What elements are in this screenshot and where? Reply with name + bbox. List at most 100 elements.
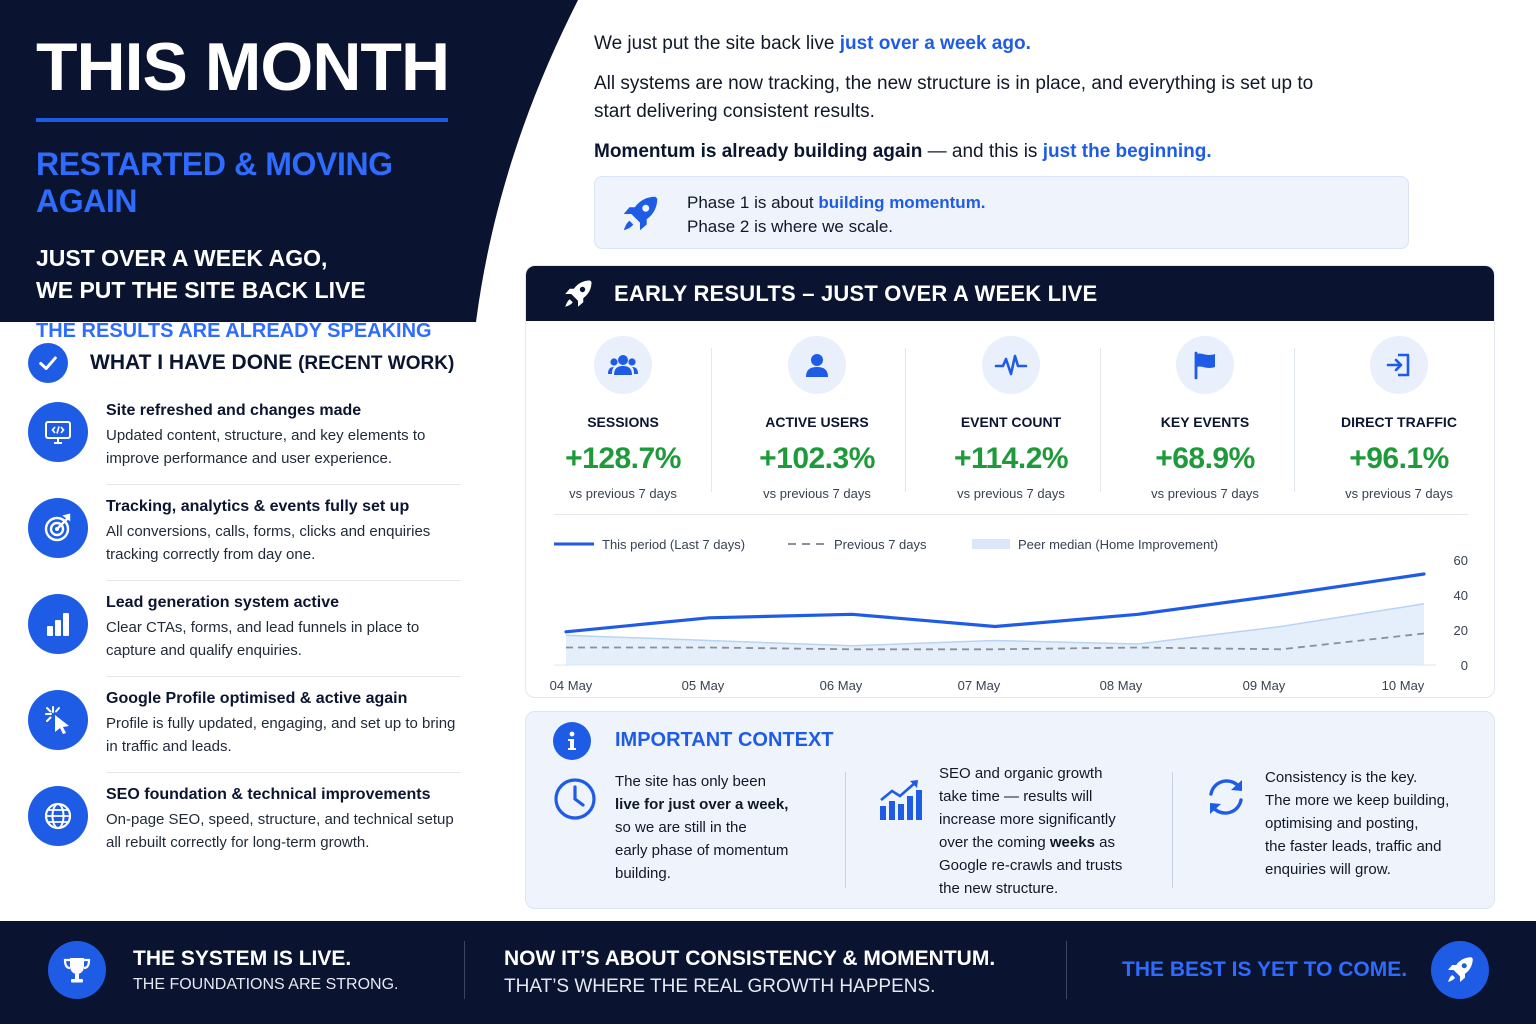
flag-icon [1176,336,1234,394]
user-icon [788,336,846,394]
context-title: IMPORTANT CONTEXT [615,729,834,751]
x-tick-label: 06 May [820,678,863,693]
hero-tagline: THE RESULTS ARE ALREADY SPEAKING [36,320,432,342]
divider [554,514,1468,515]
legend-label: Peer median (Home Improvement) [1018,537,1218,552]
work-item: SEO foundation & technical improvements … [28,786,460,882]
footer-mid-title: NOW IT’S ABOUT CONSISTENCY & MOMENTUM. [504,947,996,970]
results-header: EARLY RESULTS – JUST OVER A WEEK LIVE [526,266,1494,321]
x-tick-label: 07 May [958,678,1001,693]
divider [711,348,712,492]
metric-value: +68.9% [1155,442,1255,475]
intro-p3-bold: Momentum is already building again [594,141,923,162]
work-item-desc: Profile is fully updated, engaging, and … [106,715,456,755]
work-item: Tracking, analytics & events fully set u… [28,498,460,594]
phase-1-text: Phase 1 is about [687,193,819,212]
metric-value: +96.1% [1349,442,1449,475]
metric-event-count: EVENT COUNT +114.2% vs previous 7 days [914,336,1108,501]
work-item-desc: Clear CTAs, forms, and lead funnels in p… [106,619,420,659]
metric-comparison: vs previous 7 days [957,486,1065,501]
footer-right: THE BEST IS YET TO COME. [1122,958,1408,981]
work-item-desc: On-page SEO, speed, structure, and techn… [106,811,454,851]
rocket-icon [1431,941,1489,999]
metrics-row: SESSIONS +128.7% vs previous 7 days ACTI… [526,336,1494,501]
metric-label: SESSIONS [587,414,659,430]
divider [1294,348,1295,492]
work-title: WHAT I HAVE DONE (RECENT WORK) [90,351,454,375]
divider [905,348,906,492]
work-title-main: WHAT I HAVE DONE [90,351,293,374]
intro-p1-highlight: just over a week ago. [839,33,1031,54]
y-tick-label: 0 [1461,658,1468,673]
y-tick-label: 40 [1454,588,1468,603]
context-line: Consistency is the key. [1265,769,1418,786]
context-text-1: The site has only been live for just ove… [615,770,815,885]
rocket-icon [623,196,658,231]
footer-left-sub: THE FOUNDATIONS ARE STRONG. [133,976,399,993]
context-line: so we are still in the [615,819,747,836]
context-line: enquiries will grow. [1265,861,1391,878]
refresh-icon [1209,779,1243,815]
metric-value: +128.7% [565,442,681,475]
work-item-title: Google Profile optimised & active again [106,690,408,707]
work-item-title: Tracking, analytics & events fully set u… [106,498,410,515]
cursor-click-icon [28,690,88,750]
intro-p1: We just put the site back live just over… [594,30,1374,58]
legend-label: Previous 7 days [834,537,927,552]
series-line [564,572,1426,634]
growth-chart-icon [880,780,922,820]
context-text-3: Consistency is the key. The more we keep… [1265,766,1485,881]
intro-p2: All systems are now tracking, the new st… [594,73,1314,122]
phase-box: Phase 1 is about building momentum. Phas… [594,176,1409,249]
x-tick-label: 10 May [1382,678,1425,693]
divider [1100,348,1101,492]
context-line: The site has only been [615,773,766,790]
context-line: early phase of momentum [615,842,789,859]
footer: THE SYSTEM IS LIVE. THE FOUNDATIONS ARE … [0,921,1536,1024]
rocket-icon [565,280,592,307]
hero-background [0,0,578,322]
metric-label: ACTIVE USERS [765,414,869,430]
hero-subtitle: RESTARTED & MOVING AGAIN [36,146,393,219]
metric-value: +114.2% [953,442,1069,475]
metric-label: DIRECT TRAFFIC [1341,414,1457,430]
hero: THIS MONTH RESTARTED & MOVING AGAIN JUST… [36,30,476,343]
early-results-card: EARLY RESULTS – JUST OVER A WEEK LIVE SE… [525,265,1495,698]
metric-sessions: SESSIONS +128.7% vs previous 7 days [526,336,720,501]
work-item: Google Profile optimised & active again … [28,690,460,786]
work-title-suffix: (RECENT WORK) [298,353,455,374]
x-tick-label: 08 May [1100,678,1143,693]
x-tick-label: 04 May [550,678,593,693]
recent-work: WHAT I HAVE DONE (RECENT WORK) Site refr… [28,340,460,851]
intro-p3-highlight: just the beginning. [1042,141,1212,162]
footer-mid-sub: THAT’S WHERE THE REAL GROWTH HAPPENS. [504,976,936,997]
context-line: the new structure. [939,880,1059,897]
divider [106,580,460,581]
context-bold: live for just over a week, [615,796,789,813]
phase-1: Phase 1 is about building momentum. [687,191,986,215]
context-line: over the coming weeks as [939,831,1159,854]
work-item-title: Lead generation system active [106,594,339,611]
divider [1172,772,1173,888]
series-area [566,603,1424,665]
metric-comparison: vs previous 7 days [1151,486,1259,501]
context-line: live for just over a week, [615,793,815,816]
legend-swatch [972,539,1010,549]
sign-in-icon [1370,336,1428,394]
work-item-title: Site refreshed and changes made [106,402,362,419]
info-icon [553,722,591,760]
intro-p1-text: We just put the site back live [594,33,840,54]
phase-2: Phase 2 is where we scale. [687,217,893,236]
x-tick-label: 05 May [682,678,725,693]
work-item-title: SEO foundation & technical improvements [106,786,431,803]
divider [106,676,460,677]
hero-lines: JUST OVER A WEEK AGO, WE PUT THE SITE BA… [36,242,476,306]
monitor-code-icon [28,402,88,462]
metric-comparison: vs previous 7 days [763,486,871,501]
metric-comparison: vs previous 7 days [569,486,677,501]
clock-icon [554,778,596,820]
intro-p3-mid: — and this is [922,141,1043,162]
intro-p3: Momentum is already building again — and… [594,138,1374,166]
trophy-icon [48,941,106,999]
page-title: THIS MONTH [36,29,450,105]
